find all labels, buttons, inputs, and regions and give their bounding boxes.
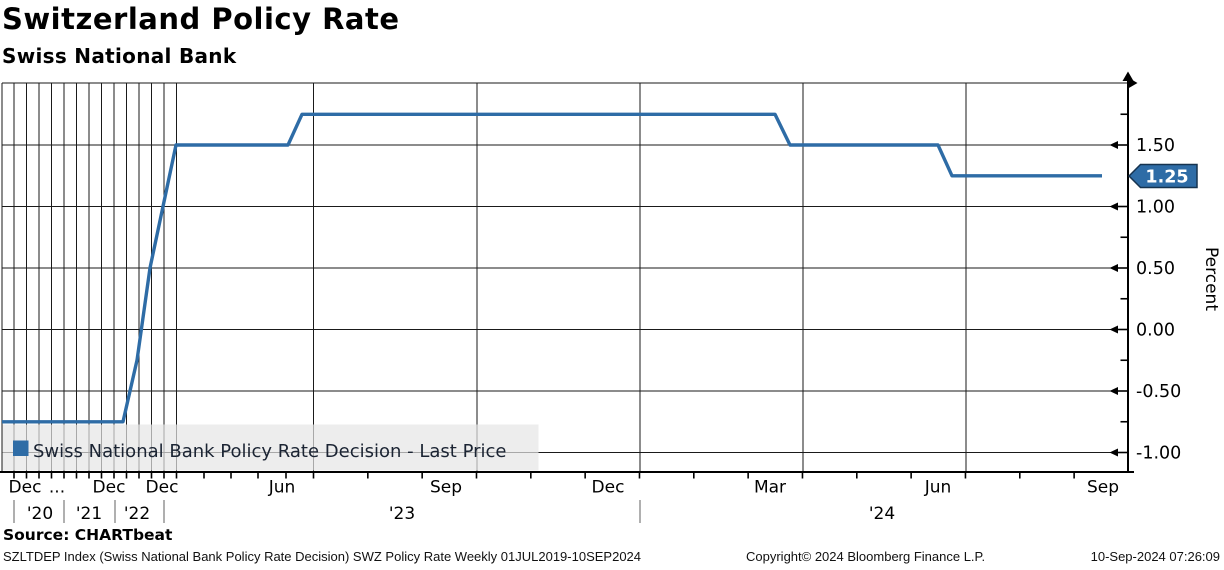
series-line [2,112,1102,424]
y-tick-label: -1.00 [1136,444,1181,464]
y-tick-label: 1.00 [1136,198,1175,218]
y-tick-label: 0.50 [1136,259,1175,279]
footer-copyright: Copyright© 2024 Bloomberg Finance L.P. [746,549,986,564]
x-year-label: '22 [124,504,150,524]
axis-ticks: 1.50 1.00 0.50 0.00 -0.50 -1.00 [13,113,1181,479]
y-tick-arrow-icon [1109,325,1118,334]
gridlines [2,83,1128,472]
last-price-badge-shape [1127,163,1198,189]
legend-label: Swiss National Bank Policy Rate Decision… [33,441,506,462]
last-price-value: 1.25 [1145,168,1188,188]
y-axis-title: Percent [1201,247,1221,311]
y-tick-label: 0.00 [1136,321,1175,341]
footer: SZLTDEP Index (Swiss National Bank Polic… [0,548,1224,566]
x-tick-label: Dec [9,478,42,498]
policy-rate-line [2,112,1102,424]
footer-ticker-info: SZLTDEP Index (Swiss National Bank Polic… [3,549,642,564]
y-tick-arrow-icon [1109,202,1118,211]
x-year-label: '21 [76,504,102,524]
page-title: Switzerland Policy Rate [2,2,400,36]
axes [0,71,1138,473]
x-tick-label: Mar [754,478,786,498]
legend-marker-icon [13,440,29,456]
y-axis-up-arrow-icon [1122,71,1134,81]
legend-box [2,424,539,471]
x-tick-label: Dec [146,478,179,498]
x-tick-label: Jun [268,478,296,498]
y-tick-label: -0.50 [1136,382,1181,402]
x-axis-labels: Dec Dec Dec Jun Sep Dec Mar Jun Sep... '20 '21 '22 '… [9,478,1119,525]
footer-timestamp: 10-Sep-2024 07:26:09 [1090,549,1220,564]
x-tick-label: Sep [430,478,462,498]
x-tick-label: Jun [924,478,952,498]
y-tick-label: 1.50 [1136,136,1175,156]
x-tick-label: Dec [592,478,625,498]
y-tick-arrow-icon [1109,141,1118,149]
last-price-badge: 1.25 [1127,163,1198,189]
y-tick-arrow-icon [1109,264,1118,272]
x-tick-label: Dec [93,478,126,498]
x-year-label: '23 [389,504,415,524]
legend: Swiss National Bank Policy Rate Decision… [2,424,539,471]
x-tick-label: Sep [1087,478,1119,498]
y-tick-arrow-icon [1109,448,1118,457]
y-tick-arrow-icon [1109,387,1118,395]
x-year-label: '20 [27,504,53,524]
x-ellipsis-label: ... [49,478,65,498]
source-label: Source: CHARTbeat [3,526,173,544]
x-year-label: '24 [869,504,895,524]
page-subtitle: Swiss National Bank [2,44,237,68]
